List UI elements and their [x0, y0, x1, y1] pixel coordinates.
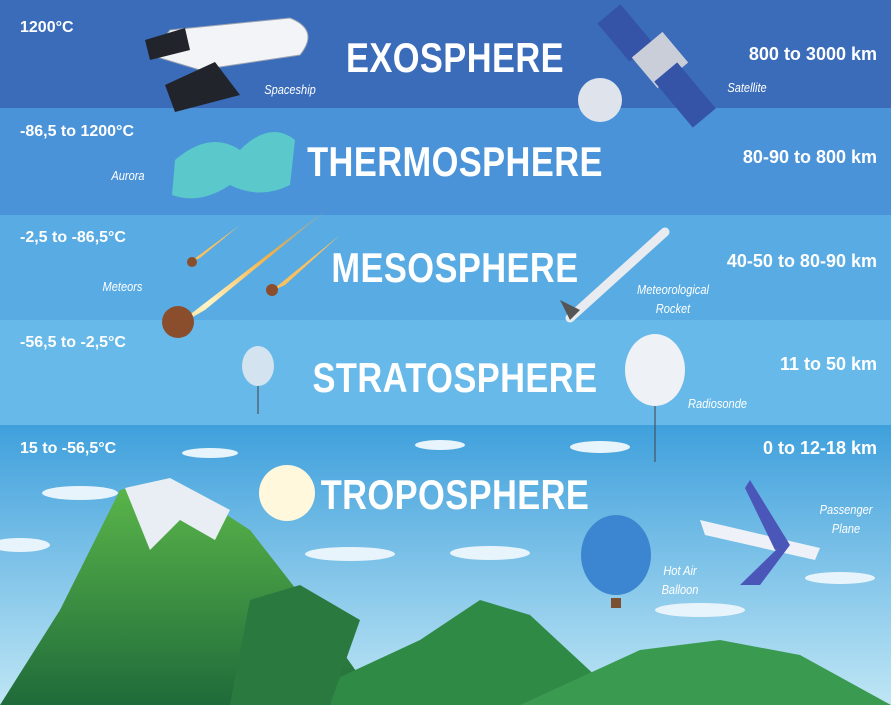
- temperature: 1200°C: [20, 19, 74, 37]
- layer-name: MESOSPHERE: [291, 244, 619, 292]
- shape: [242, 346, 274, 386]
- shape: [182, 448, 238, 458]
- shape: [187, 257, 197, 267]
- layer-name: THERMOSPHERE: [291, 138, 619, 186]
- temperature: -86,5 to 1200°C: [20, 123, 134, 141]
- altitude: 800 to 3000 km: [749, 44, 877, 65]
- shape: [611, 598, 621, 608]
- object-label: Spaceship: [260, 80, 320, 99]
- shape: [578, 78, 622, 122]
- atmosphere-infographic: 1200°C EXOSPHERE 800 to 3000 km Spaceshi…: [0, 0, 891, 705]
- shape: [570, 441, 630, 453]
- shape: [266, 284, 278, 296]
- shape: [581, 515, 651, 595]
- temperature: 15 to -56,5°C: [20, 440, 116, 458]
- altitude: 40-50 to 80-90 km: [727, 251, 877, 272]
- altitude: 11 to 50 km: [780, 354, 877, 375]
- temperature: -2,5 to -86,5°C: [20, 229, 126, 247]
- object-label: Satellite: [717, 78, 777, 97]
- shape: [655, 603, 745, 617]
- layer-name: TROPOSPHERE: [291, 471, 619, 519]
- shape: [805, 572, 875, 584]
- shape: [305, 547, 395, 561]
- shape: [625, 334, 685, 406]
- shape: [415, 440, 465, 450]
- object-label: Aurora: [98, 166, 158, 185]
- shape: [42, 486, 118, 500]
- shape: [162, 306, 194, 338]
- object-label: Radiosonde: [686, 394, 750, 413]
- object-label: Hot Air Balloon: [655, 561, 706, 599]
- layer-name: EXOSPHERE: [291, 34, 619, 82]
- altitude: 0 to 12-18 km: [763, 438, 877, 459]
- object-label: Meteorological Rocket: [626, 280, 720, 318]
- object-label: Meteors: [91, 277, 155, 296]
- layer-name: STRATOSPHERE: [291, 354, 619, 402]
- illustration: [0, 0, 891, 705]
- shape: [450, 546, 530, 560]
- temperature: -56,5 to -2,5°C: [20, 334, 126, 352]
- altitude: 80-90 to 800 km: [743, 147, 877, 168]
- object-label: Passenger Plane: [812, 500, 880, 538]
